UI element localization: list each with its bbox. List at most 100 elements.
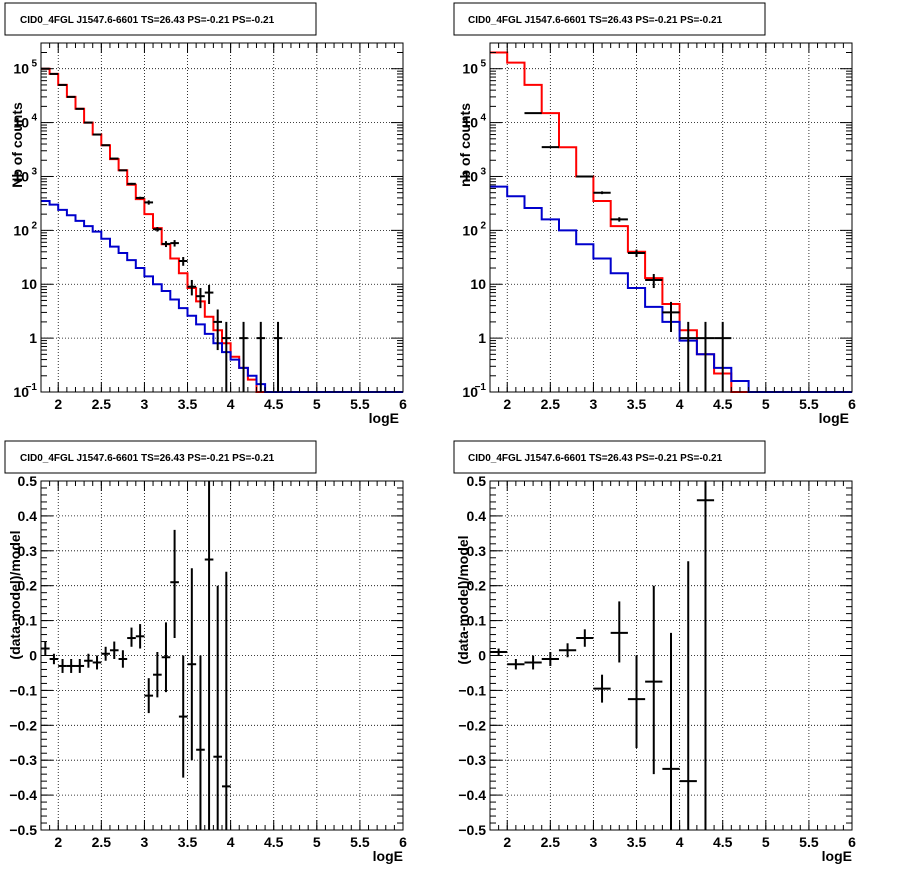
panel-title: CID0_4FGL J1547.6-6601 TS=26.43 PS=-0.21… [20,453,275,464]
y-tick-label: 10 [462,115,478,131]
y-tick-label: −0.1 [9,682,37,698]
y-tick-exponent: 5 [31,59,37,70]
y-tick-exponent: 3 [31,166,37,177]
x-tick-label: 3.5 [178,396,198,412]
x-tick-label: 2.5 [541,834,561,850]
y-tick-label: 10 [462,61,478,77]
x-tick-label: 3 [141,396,149,412]
y-axis-label: (data-model)/model [7,530,23,659]
y-tick-label: 10 [13,384,29,400]
y-tick-label: 10 [462,222,478,238]
y-axis-label: (data-model)/model [455,535,471,664]
x-tick-label: 4.5 [713,396,733,412]
y-tick-label: 10 [470,276,486,292]
y-tick-label: −0.2 [458,717,486,733]
y-tick-exponent: 2 [31,220,37,231]
x-tick-label: 5 [762,834,770,850]
y-tick-exponent: 2 [480,220,486,231]
y-tick-exponent: 3 [480,166,486,177]
grid [41,481,403,830]
plot-border [40,480,404,831]
grid [41,43,403,392]
title-box [4,440,317,474]
panel-1: CID0_4FGL J1547.6-6601 TS=26.43 PS=-0.21… [453,2,856,426]
x-tick-label: 2 [503,834,511,850]
y-tick-label: −0.2 [9,717,37,733]
x-tick-label: 4 [227,396,235,412]
plot-frame [489,42,853,393]
y-tick-label: 0 [478,648,486,664]
ticks: 2 2.5 3 3.5 4 4.5 5 5.5 6 −0.5 −0.4 −0.3 −0.2 −0.1 0 0.… [9,473,407,850]
x-tick-label: 4 [227,834,235,850]
panel-2: CID0_4FGL J1547.6-6601 TS=26.43 PS=-0.21… [4,440,407,864]
x-axis-label: logE [822,848,852,864]
y-tick-label: 1 [29,330,37,346]
y-tick-exponent: 5 [480,59,486,70]
x-tick-label: 6 [399,396,407,412]
y-axis-label: nb of counts [457,103,473,187]
x-tick-label: 2 [503,396,511,412]
y-tick-label: 0.4 [467,508,487,524]
x-tick-label: 2 [54,396,62,412]
x-tick-label: 6 [399,834,407,850]
plot-border [40,42,404,393]
title-box [4,2,317,36]
y-tick-exponent: 4 [31,113,37,124]
x-tick-label: 3 [590,396,598,412]
x-tick-label: 5 [313,834,321,850]
x-tick-label: 3 [590,834,598,850]
x-tick-label: 4 [676,396,684,412]
y-tick-label: 0.5 [467,473,487,489]
y-tick-label: 10 [13,115,29,131]
plot-area: 2 2.5 3 3.5 4 4.5 5 5.5 6 −0.5 −0.4 −0.3 −0.2 −0.1 0 0.… [9,473,407,850]
y-tick-label: 0.2 [18,578,38,594]
x-tick-label: 5.5 [799,834,819,850]
x-tick-label: 6 [848,396,856,412]
y-tick-label: 0.1 [467,613,487,629]
x-tick-label: 2 [54,834,62,850]
x-tick-label: 3 [141,834,149,850]
y-tick-label: 0.1 [18,613,38,629]
y-tick-label: 0.4 [18,508,38,524]
y-tick-label: −0.4 [458,787,486,803]
y-tick-label: 0 [29,648,37,664]
plot-border [489,480,853,831]
panel-title: CID0_4FGL J1547.6-6601 TS=26.43 PS=-0.21… [20,15,275,26]
x-tick-label: 4.5 [264,834,284,850]
y-tick-exponent: −1 [475,382,487,393]
y-tick-label: 10 [13,168,29,184]
x-tick-label: 5.5 [350,834,370,850]
y-tick-exponent: 4 [480,113,486,124]
x-tick-label: 3.5 [178,834,198,850]
y-tick-label: 10 [21,276,37,292]
x-tick-label: 2.5 [92,834,112,850]
x-tick-label: 3.5 [627,834,647,850]
y-tick-label: −0.3 [9,752,37,768]
y-axis-label: Nb of counts [9,102,25,188]
panel-title: CID0_4FGL J1547.6-6601 TS=26.43 PS=-0.21… [468,453,723,464]
y-tick-label: 10 [13,61,29,77]
x-tick-label: 4 [676,834,684,850]
x-tick-label: 3.5 [627,396,647,412]
series-layer [490,481,715,830]
ticks: 2 2.5 3 3.5 4 4.5 5 5.5 6 −0.5 −0.4 −0.3 −0.2 −0.1 0 0.… [458,473,856,850]
y-tick-label: 1 [478,330,486,346]
plot-area: 2 2.5 3 3.5 4 4.5 5 5.5 6 −0.5 −0.4 −0.3 −0.2 −0.1 0 0.… [458,473,856,850]
x-tick-label: 2.5 [92,396,112,412]
y-tick-label: −0.5 [458,822,486,838]
x-tick-label: 4.5 [264,396,284,412]
title-box [453,2,766,36]
x-tick-label: 5 [313,396,321,412]
plot-border [489,42,853,393]
x-tick-label: 5 [762,396,770,412]
x-tick-label: 2.5 [541,396,561,412]
grid [490,43,852,392]
y-tick-label: 10 [462,384,478,400]
y-tick-label: 0.2 [467,578,487,594]
x-axis-label: logE [369,410,399,426]
y-tick-label: 10 [462,168,478,184]
y-tick-label: −0.4 [9,787,37,803]
